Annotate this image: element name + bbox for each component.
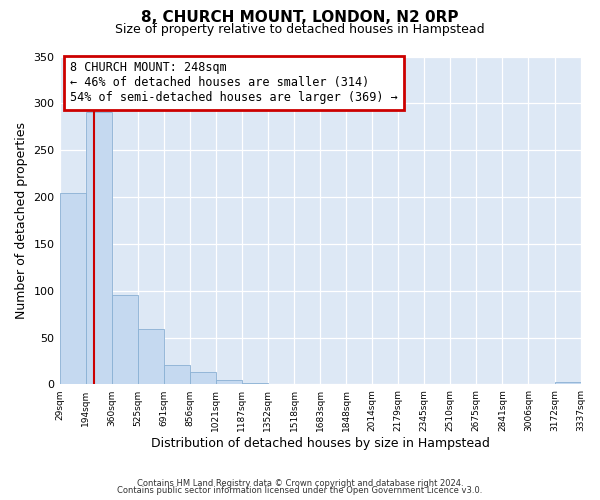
Bar (86, 112, 112, 384)
Bar (216, 380, 242, 384)
Bar (164, 365, 190, 384)
Bar (59, 194, 86, 384)
Y-axis label: Number of detached properties: Number of detached properties (15, 122, 28, 319)
Text: Size of property relative to detached houses in Hampstead: Size of property relative to detached ho… (115, 22, 485, 36)
Text: Contains HM Land Registry data © Crown copyright and database right 2024.: Contains HM Land Registry data © Crown c… (137, 478, 463, 488)
Bar (242, 382, 268, 384)
Text: Contains public sector information licensed under the Open Government Licence v3: Contains public sector information licen… (118, 486, 482, 495)
Text: 8 CHURCH MOUNT: 248sqm
← 46% of detached houses are smaller (314)
54% of semi-de: 8 CHURCH MOUNT: 248sqm ← 46% of detached… (70, 62, 398, 104)
Bar (190, 372, 216, 384)
Bar (137, 329, 164, 384)
Text: 8, CHURCH MOUNT, LONDON, N2 0RP: 8, CHURCH MOUNT, LONDON, N2 0RP (141, 10, 459, 25)
X-axis label: Distribution of detached houses by size in Hampstead: Distribution of detached houses by size … (151, 437, 490, 450)
Bar (112, 294, 137, 384)
Bar (554, 382, 581, 384)
